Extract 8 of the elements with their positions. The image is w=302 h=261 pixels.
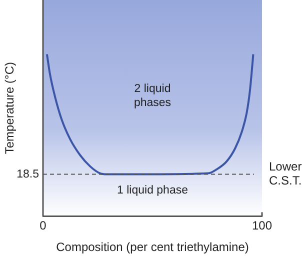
ref-line-label: Lower C.S.T. xyxy=(269,160,302,188)
annotation: 1 liquid phase xyxy=(117,184,188,196)
annotation: 2 liquid phases xyxy=(134,83,172,110)
y-axis-title: Temperature (°C) xyxy=(2,62,16,154)
x-tick-label: 0 xyxy=(40,218,47,233)
text: 18.5 xyxy=(16,168,39,180)
x-tick-label: 100 xyxy=(252,218,272,233)
x-axis-title: Composition (per cent triethylamine) xyxy=(56,240,249,254)
